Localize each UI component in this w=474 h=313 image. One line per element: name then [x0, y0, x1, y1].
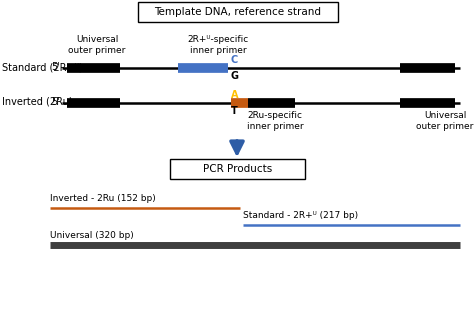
Text: Inverted - 2Ru (152 bp): Inverted - 2Ru (152 bp): [50, 194, 156, 203]
Text: Standard (2R+ᵁ): Standard (2R+ᵁ): [2, 62, 82, 72]
Text: Universal (320 bp): Universal (320 bp): [50, 231, 134, 240]
Text: 2R+ᵁ-specific
inner primer: 2R+ᵁ-specific inner primer: [187, 35, 249, 55]
Text: Inverted (2Ru): Inverted (2Ru): [2, 97, 73, 107]
Text: Template DNA, reference strand: Template DNA, reference strand: [155, 7, 321, 17]
Text: A: A: [231, 90, 238, 100]
Text: G: G: [231, 71, 239, 81]
Text: 5': 5': [51, 97, 60, 107]
Bar: [138, 2, 338, 22]
Bar: [170, 159, 305, 179]
Text: C: C: [231, 55, 238, 65]
Text: Universal
outer primer: Universal outer primer: [416, 111, 474, 131]
Text: T: T: [231, 106, 238, 116]
Text: Universal
outer primer: Universal outer primer: [68, 35, 126, 55]
Text: 5': 5': [51, 62, 60, 72]
Text: Standard - 2R+ᵁ (217 bp): Standard - 2R+ᵁ (217 bp): [243, 211, 358, 220]
Text: PCR Products: PCR Products: [203, 164, 272, 174]
Text: 2Ru-specific
inner primer: 2Ru-specific inner primer: [246, 111, 303, 131]
